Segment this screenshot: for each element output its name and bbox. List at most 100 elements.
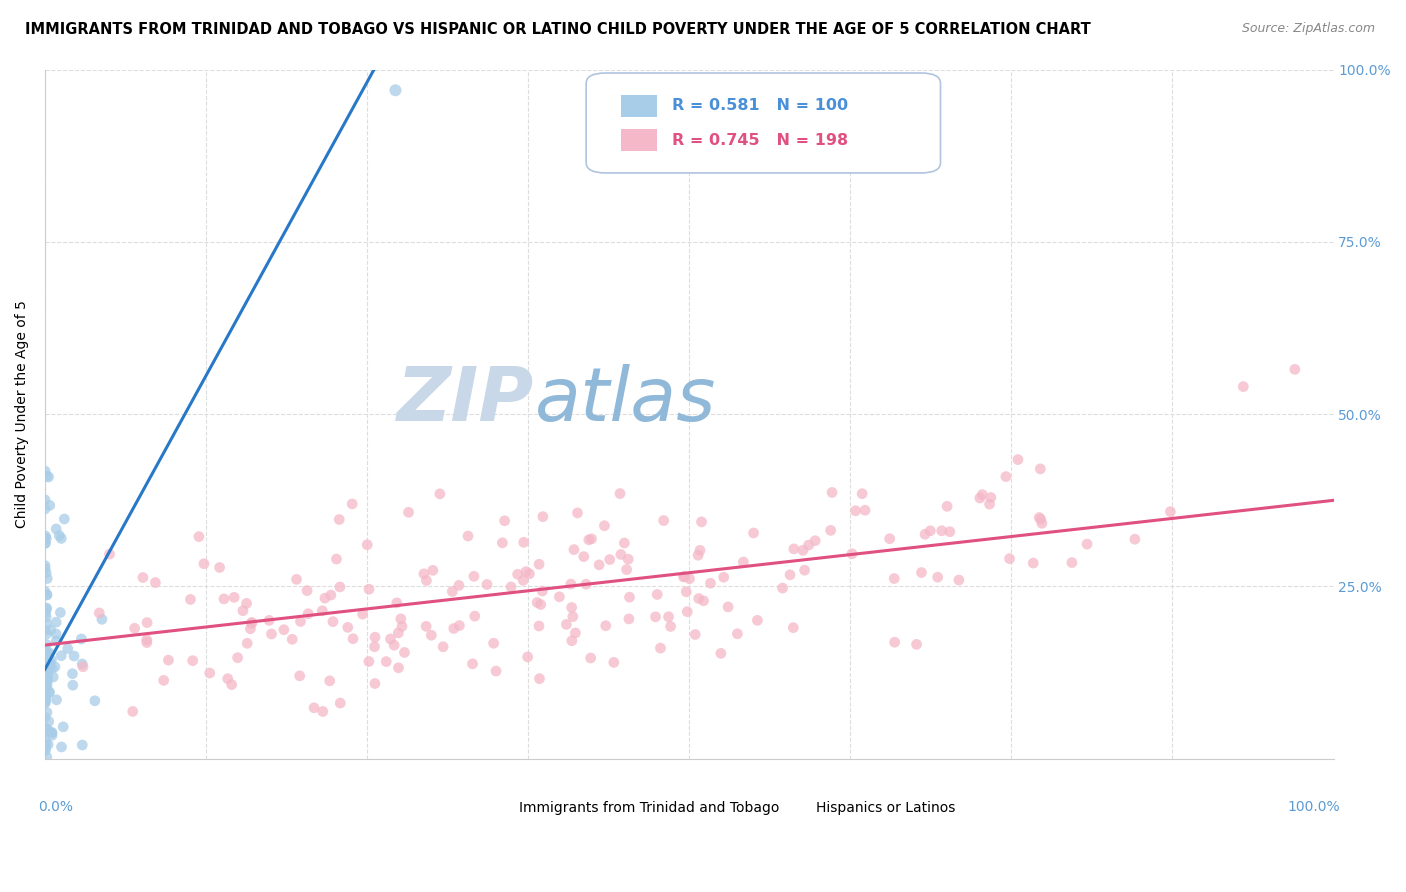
Point (772, 581, 794, 595)
Point (617, 612, 640, 626)
Point (441, 584, 464, 599)
Point (34, 606, 56, 620)
Point (51, 648, 73, 663)
Point (560, 577, 582, 591)
Point (49, 606, 72, 620)
Point (747, 613, 769, 627)
Point (318, 673, 340, 688)
Point (135, 632, 157, 647)
Point (226, 650, 249, 665)
Point (37, 723, 59, 738)
Point (527, 558, 550, 572)
Point (447, 578, 470, 592)
Point (394, 645, 416, 659)
Point (555, 617, 578, 632)
Point (342, 632, 364, 646)
Point (387, 625, 409, 640)
Point (883, 572, 905, 586)
Point (187, 530, 209, 544)
Point (37, 673, 59, 688)
Point (329, 696, 352, 710)
Point (35, 566, 58, 580)
Point (34, 721, 56, 735)
Point (617, 552, 640, 566)
Point (920, 524, 942, 538)
Point (35, 750, 58, 764)
Point (89, 606, 111, 620)
Point (232, 604, 254, 618)
Point (475, 577, 498, 591)
Text: ZIP: ZIP (398, 364, 534, 437)
Point (357, 582, 380, 597)
Point (672, 570, 695, 584)
Point (35, 601, 58, 615)
Point (931, 524, 953, 538)
Point (384, 83, 406, 97)
Point (461, 657, 484, 671)
Point (429, 487, 451, 501)
Point (531, 509, 554, 524)
Point (37, 572, 59, 586)
Point (41, 725, 63, 739)
Point (506, 567, 529, 582)
Point (340, 497, 363, 511)
Point (841, 547, 863, 561)
FancyBboxPatch shape (621, 95, 657, 117)
Point (658, 609, 681, 624)
Point (782, 621, 804, 635)
Point (364, 630, 387, 644)
Point (48, 528, 70, 542)
Point (41, 725, 63, 739)
Point (221, 678, 243, 692)
Point (312, 705, 335, 719)
Point (322, 615, 344, 629)
Point (34, 692, 56, 706)
Point (499, 580, 522, 594)
Point (936, 500, 959, 514)
Point (35, 667, 58, 681)
Point (224, 591, 246, 605)
Point (34, 464, 56, 478)
Point (193, 557, 215, 571)
Point (41, 661, 63, 675)
Point (792, 543, 814, 558)
Point (34, 529, 56, 543)
Point (561, 609, 583, 624)
Point (675, 584, 697, 599)
Point (998, 551, 1021, 566)
Point (34, 722, 56, 736)
Point (34, 536, 56, 550)
Point (56, 641, 79, 656)
Point (692, 594, 714, 608)
Point (603, 656, 626, 670)
Point (314, 591, 336, 606)
Point (35, 681, 58, 695)
Point (717, 599, 740, 614)
Point (432, 640, 454, 654)
Point (328, 512, 350, 526)
Point (512, 574, 534, 588)
Point (157, 653, 180, 667)
Point (610, 548, 633, 562)
Point (879, 532, 901, 546)
Point (548, 590, 571, 604)
Point (980, 491, 1002, 505)
Point (273, 623, 295, 637)
Point (382, 638, 405, 652)
Point (35, 627, 58, 641)
Point (41, 728, 63, 742)
Point (135, 635, 157, 649)
Point (905, 637, 928, 651)
Point (422, 563, 444, 577)
Point (288, 669, 311, 683)
Point (35, 737, 58, 751)
Point (35, 616, 58, 631)
Point (38, 659, 60, 673)
Point (34, 624, 56, 638)
Point (927, 570, 949, 584)
Point (491, 536, 513, 550)
Point (485, 664, 508, 678)
Point (619, 590, 641, 604)
Point (35, 610, 58, 624)
Point (678, 572, 700, 586)
